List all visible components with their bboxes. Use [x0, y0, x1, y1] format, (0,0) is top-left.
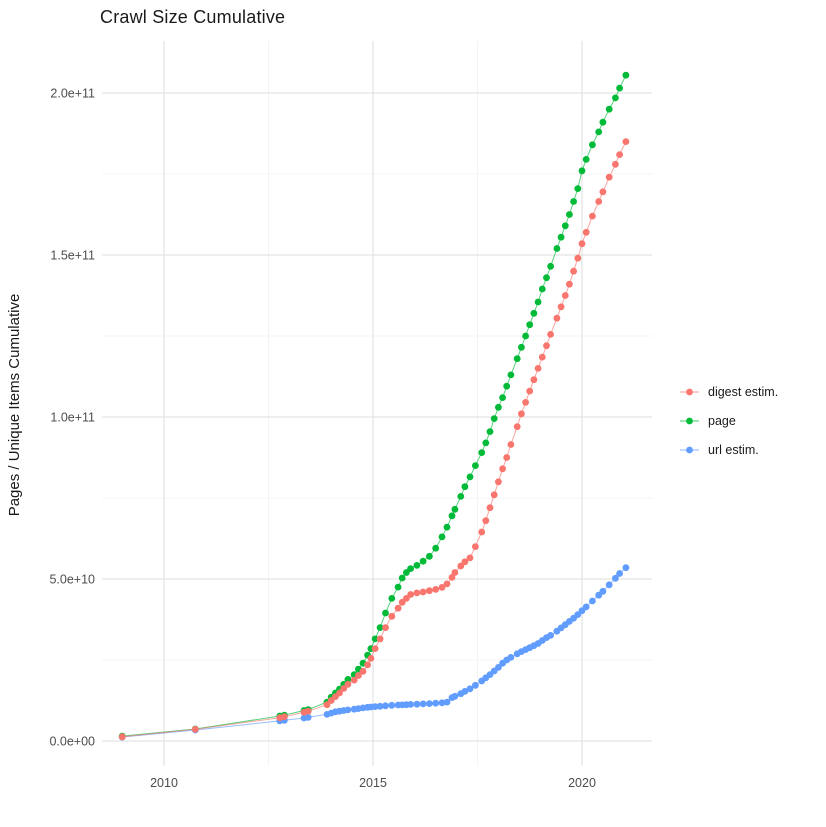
svg-text:2015: 2015	[359, 776, 387, 790]
legend-label-url-estim: url estim.	[708, 442, 759, 457]
page-point-icon	[680, 417, 699, 424]
svg-text:1.0e+11: 1.0e+11	[50, 410, 95, 424]
gridlines-minor	[102, 41, 652, 766]
svg-text:2.0e+11: 2.0e+11	[50, 86, 95, 100]
series-page	[118, 71, 630, 740]
legend-label-page: page	[708, 413, 736, 428]
svg-text:5.0e+10: 5.0e+10	[49, 572, 95, 586]
series-url-estim-	[118, 564, 630, 741]
url-estim-point-icon	[680, 446, 699, 453]
y-axis-title: Pages / Unique Items Cumulative	[6, 293, 23, 517]
svg-text:2020: 2020	[568, 776, 596, 790]
legend-label-digest-estim: digest estim.	[708, 384, 779, 399]
legend-item-digest-estim: digest estim.	[680, 377, 778, 406]
series-digest-estim-	[118, 138, 630, 741]
y-axis-tick-labels: 0.0e+00 5.0e+10 1.0e+11 1.5e+11 2.0e+11	[49, 86, 95, 748]
legend-item-page: page	[680, 406, 778, 435]
x-axis-tick-labels: 2010 2015 2020	[150, 776, 596, 790]
gridlines-major	[102, 41, 652, 766]
svg-text:0.0e+00: 0.0e+00	[49, 734, 95, 748]
legend: digest estim. page url estim.	[680, 377, 778, 464]
digest-estim-point-icon	[680, 388, 699, 395]
svg-text:1.5e+11: 1.5e+11	[50, 248, 95, 262]
svg-text:2010: 2010	[150, 776, 178, 790]
chart-title: Crawl Size Cumulative	[100, 7, 286, 27]
legend-item-url-estim: url estim.	[680, 435, 778, 464]
